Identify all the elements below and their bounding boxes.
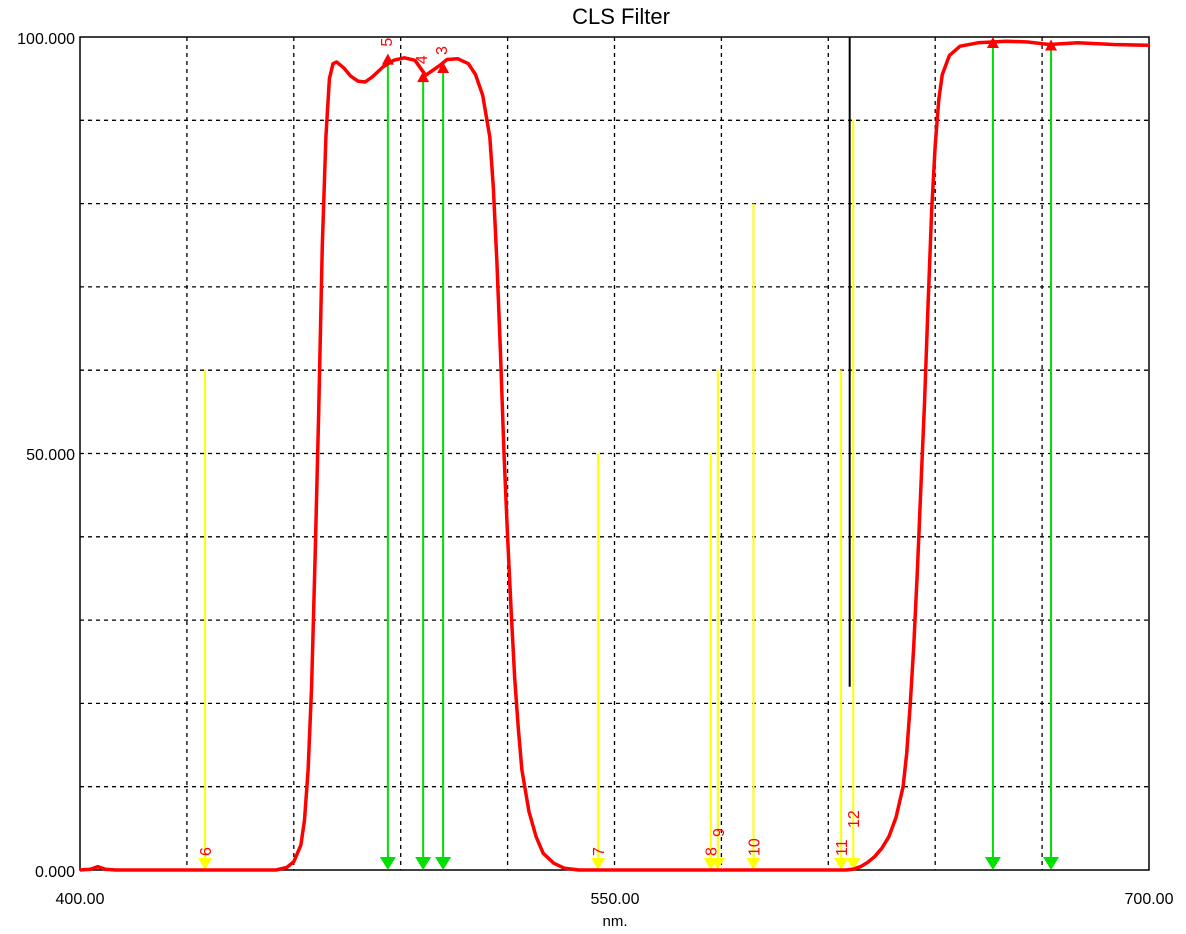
marker-label: 11 bbox=[834, 839, 851, 856]
marker-label: 7 bbox=[591, 847, 608, 856]
green-marker-arrow bbox=[1043, 857, 1060, 870]
y-tick-label: 100.000 bbox=[17, 31, 75, 48]
x-tick-label: 400.00 bbox=[56, 891, 105, 908]
green-marker-arrow bbox=[435, 857, 452, 870]
marker-label: 3 bbox=[434, 46, 451, 55]
chart-title: CLS Filter bbox=[572, 4, 670, 29]
yellow-marker-arrow bbox=[198, 858, 213, 870]
yellow-marker-arrow bbox=[746, 858, 761, 870]
green-marker-arrow bbox=[379, 857, 396, 870]
y-tick-label: 50.000 bbox=[26, 447, 75, 464]
marker-label: 8 bbox=[704, 847, 721, 856]
marker-point bbox=[1045, 39, 1058, 51]
yellow-marker-arrow bbox=[710, 858, 725, 870]
x-tick-label: 700.00 bbox=[1125, 891, 1174, 908]
transmission-curve bbox=[79, 39, 1150, 872]
marker-point bbox=[437, 61, 450, 73]
y-tick-label: 0.000 bbox=[35, 864, 75, 881]
yellow-marker-arrow bbox=[846, 858, 861, 870]
yellow-marker-arrow bbox=[834, 858, 849, 870]
yellow-marker-arrow bbox=[591, 858, 606, 870]
marker-label: 9 bbox=[711, 828, 728, 837]
marker-label: 6 bbox=[198, 847, 215, 856]
marker-label: 10 bbox=[746, 838, 763, 856]
marker-label: 4 bbox=[414, 55, 431, 64]
x-axis-label: nm. bbox=[602, 913, 627, 930]
green-marker-arrow bbox=[415, 857, 432, 870]
marker-label: 12 bbox=[846, 810, 863, 828]
x-tick-label: 550.00 bbox=[591, 891, 640, 908]
marker-label: 5 bbox=[379, 38, 396, 47]
green-marker-arrow bbox=[984, 857, 1001, 870]
marker-point bbox=[986, 36, 999, 48]
marker-point bbox=[381, 53, 394, 65]
marker-point bbox=[417, 71, 430, 83]
